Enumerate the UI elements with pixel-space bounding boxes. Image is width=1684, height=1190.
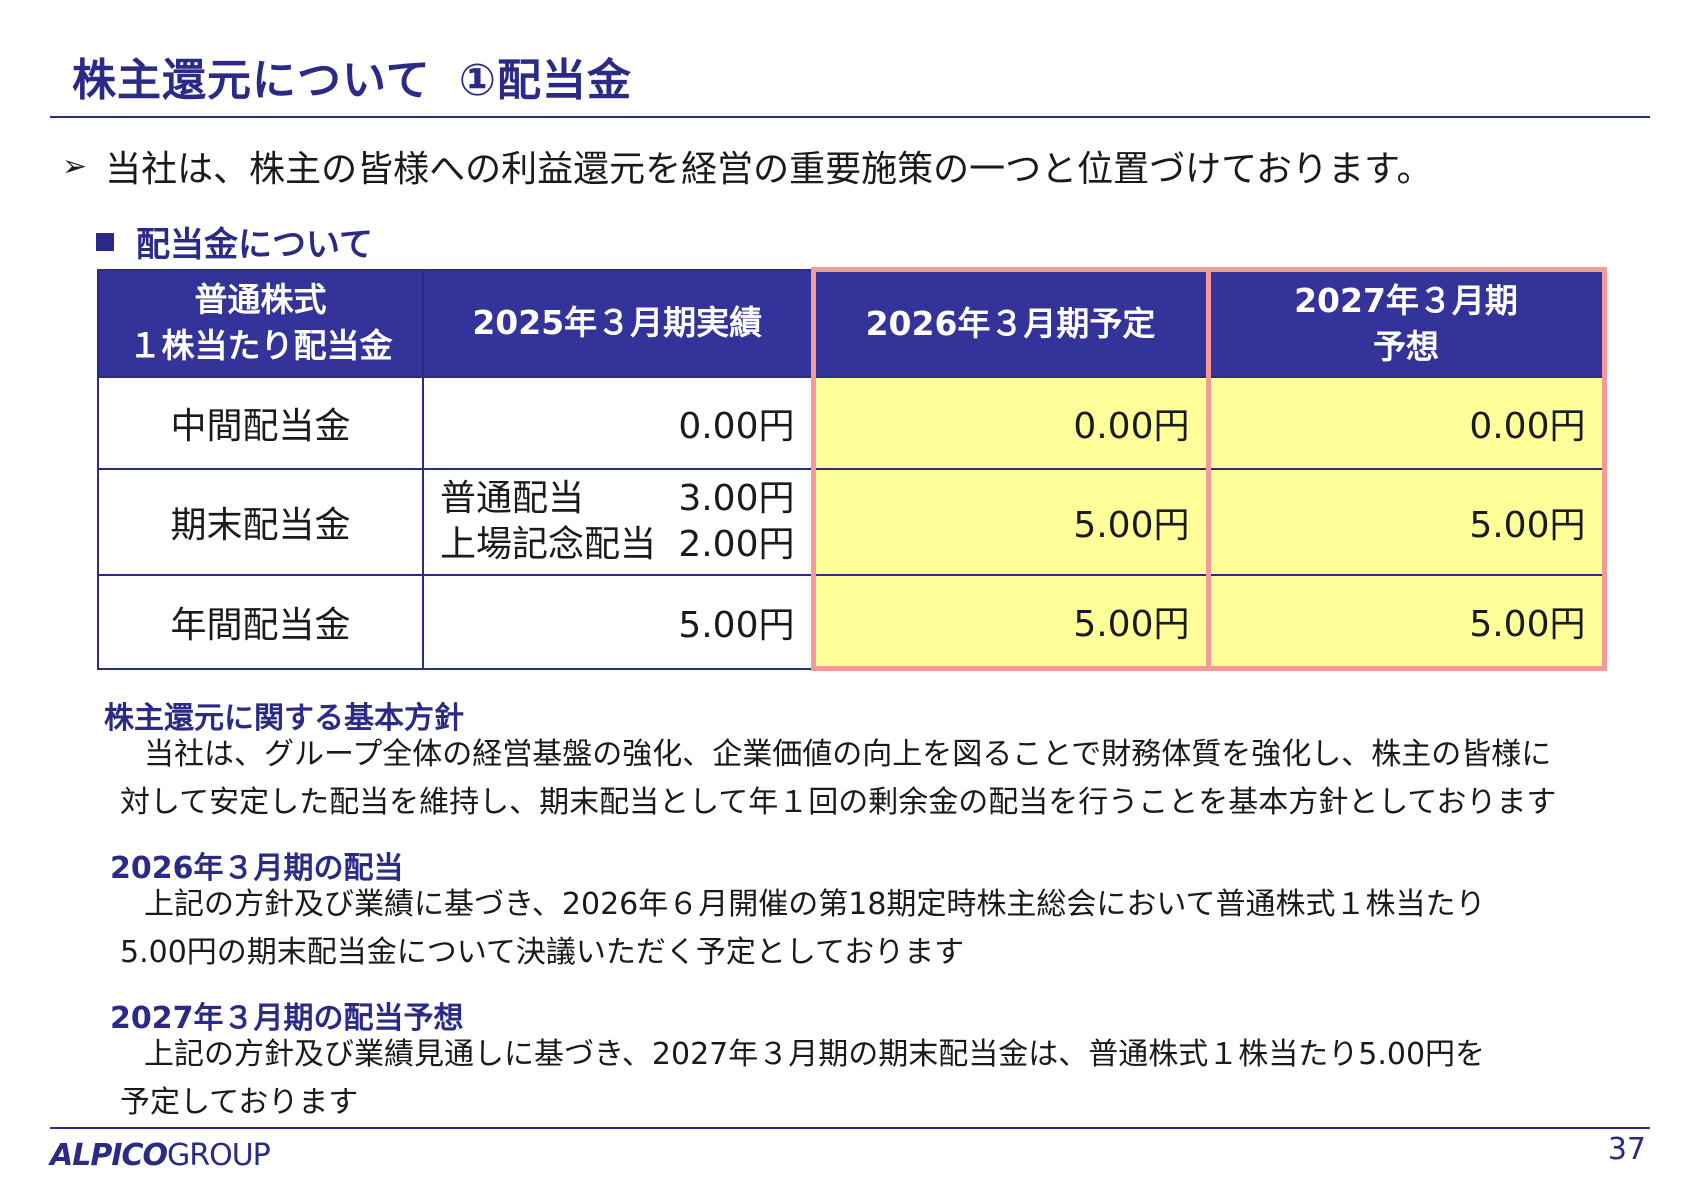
commemorative-dividend-label: 上場記念配当 — [440, 524, 657, 565]
ordinary-dividend-value: 3.00円 — [678, 478, 795, 519]
title-sub: ①配当金 — [458, 55, 632, 106]
intro-text: 当社は、株主の皆様への利益還元を経営の重要施策の一つと位置づけております。 — [105, 149, 1433, 190]
cell-fy2026: 0.00円 — [810, 376, 1211, 470]
row-label: 期末配当金 — [97, 468, 424, 576]
dividend-table: 普通株式 １株当たり配当金 2025年３月期実績 2026年３月期予定 2027… — [97, 267, 1607, 671]
table-header-row: 普通株式 １株当たり配当金 2025年３月期実績 2026年３月期予定 2027… — [97, 267, 1607, 378]
cell-fy2027: 5.00円 — [1205, 574, 1607, 671]
cell-fy2027: 5.00円 — [1205, 468, 1607, 576]
policy-body-fy2027: 上記の方針及び業績見通しに基づき、2027年３月期の期末配当金は、普通株式１株当… — [120, 1037, 1486, 1120]
table-row: 中間配当金 0.00円 0.00円 0.00円 — [97, 376, 1607, 470]
cell-fy2027: 0.00円 — [1205, 376, 1607, 470]
policy-body-basic: 当社は、グループ全体の経営基盤の強化、企業価値の向上を図ることで財務体質を強化し… — [120, 737, 1557, 820]
row-label: 中間配当金 — [97, 376, 424, 470]
table-row: 期末配当金 普通配当 3.00円 上場記念配当 2.00円 5.00円 5.00円 — [97, 468, 1607, 576]
policy-heading-fy2026: 2026年３月期の配当 — [110, 851, 404, 886]
ordinary-dividend-label: 普通配当 — [440, 478, 585, 519]
table-row: 年間配当金 5.00円 5.00円 5.00円 — [97, 574, 1607, 671]
policy-body-fy2026: 上記の方針及び業績に基づき、2026年６月開催の第18期定時株主総会において普通… — [120, 887, 1486, 970]
footer-divider — [50, 1127, 1650, 1129]
cell-fy2026: 5.00円 — [810, 574, 1211, 671]
arrow-bullet-icon: ➢ — [62, 148, 88, 184]
section-heading: 配当金について — [96, 217, 373, 266]
cell-fy2025-breakdown: 普通配当 3.00円 上場記念配当 2.00円 — [422, 468, 814, 576]
row-label: 年間配当金 — [97, 574, 424, 670]
header-share-type: 普通株式 １株当たり配当金 — [97, 268, 424, 378]
page-title: 株主還元について ①配当金 — [72, 44, 632, 108]
policy-heading-fy2027: 2027年３月期の配当予想 — [110, 1001, 464, 1036]
company-logo: ALPICOGROUP — [50, 1138, 271, 1173]
header-fy2025-actual: 2025年３月期実績 — [422, 268, 814, 378]
square-bullet-icon — [96, 232, 114, 251]
commemorative-dividend-value: 2.00円 — [678, 524, 795, 565]
title-divider — [50, 116, 1650, 118]
section-heading-text: 配当金について — [136, 225, 373, 265]
cell-fy2025: 5.00円 — [422, 574, 814, 670]
cell-fy2025: 0.00円 — [422, 376, 814, 470]
cell-fy2026: 5.00円 — [810, 468, 1211, 576]
title-main: 株主還元について — [72, 55, 431, 106]
page-number: 37 — [1607, 1132, 1646, 1167]
intro-statement: ➢ 当社は、株主の皆様への利益還元を経営の重要施策の一つと位置づけております。 — [62, 140, 1432, 192]
header-fy2027-forecast: 2027年３月期 予想 — [1205, 267, 1607, 378]
header-fy2026-plan: 2026年３月期予定 — [810, 267, 1211, 378]
policy-heading-basic: 株主還元に関する基本方針 — [104, 701, 464, 736]
